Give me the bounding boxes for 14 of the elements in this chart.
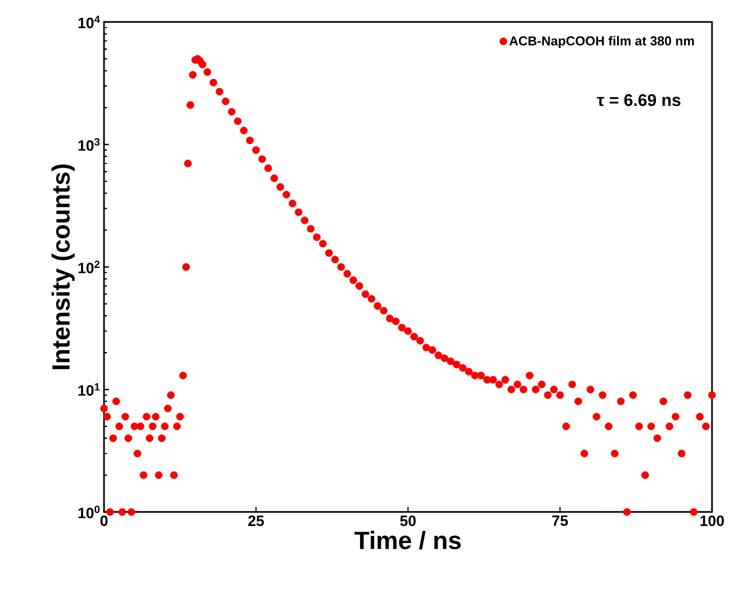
x-tick-label: 0 bbox=[100, 516, 108, 526]
y-tick-label: 10$^{3}$ bbox=[78, 138, 100, 151]
y-tick-label: 10$^{2}$ bbox=[78, 260, 100, 274]
x-axis-title: Time / ns bbox=[354, 530, 461, 550]
y-tick-label: 10$^{0}$ bbox=[78, 506, 100, 518]
y-axis-title: Intensity (counts) bbox=[51, 164, 75, 370]
x-tick-label: 25 bbox=[248, 516, 264, 526]
legend-label: ACB-NapCOOH film at 380 nm bbox=[509, 36, 694, 48]
x-tick-label: 50 bbox=[400, 516, 416, 526]
annotation: τ = 6.69 ns bbox=[596, 94, 680, 106]
y-tick-label: 10$^{1}$ bbox=[78, 383, 100, 396]
x-tick-label: 100 bbox=[700, 516, 724, 526]
y-tick-label: 10$^{4}$ bbox=[78, 16, 100, 28]
x-tick-label: 75 bbox=[552, 516, 568, 526]
